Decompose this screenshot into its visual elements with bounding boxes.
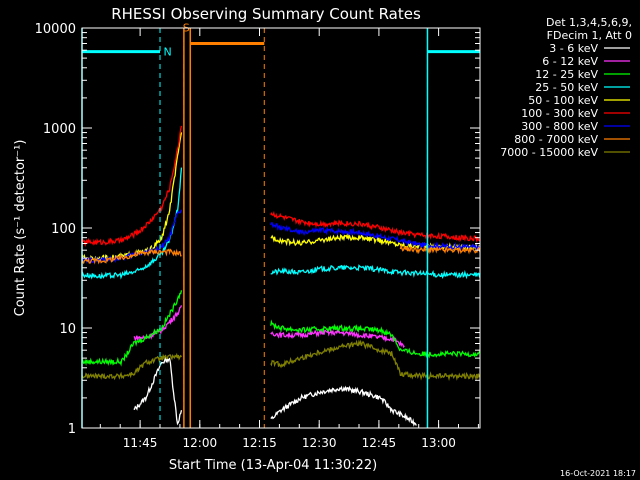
- y-tick-label-1: 1: [68, 422, 76, 437]
- x-tick-label-5: 12:45: [362, 436, 397, 450]
- series-line-3: [81, 290, 481, 367]
- x-tick-label-1: 11:45: [123, 436, 158, 450]
- series-line-4: [81, 167, 481, 280]
- y-tick-label-3: 100: [51, 222, 76, 237]
- axis-layer: 11:45 12:00 12:15 12:30 12:45 13:00 1 10 100 1000…: [35, 22, 480, 450]
- series-line-1: [133, 355, 417, 427]
- y-axis-label: Count Rate (s⁻¹ detector⁻¹): [13, 140, 28, 317]
- legend-label-8: 800 - 7000 keV: [514, 133, 598, 146]
- x-tick-label-4: 12:30: [302, 436, 337, 450]
- legend-label-1: 3 - 6 keV: [549, 42, 598, 55]
- legend-label-4: 25 - 50 keV: [535, 81, 598, 94]
- legend-header-line-1: Det 1,3,4,5,6,9,: [546, 16, 632, 29]
- y-tick-label-2: 10: [59, 322, 76, 337]
- chart-title: RHESSI Observing Summary Count Rates: [111, 5, 421, 23]
- legend-label-6: 100 - 300 keV: [521, 107, 598, 120]
- series-line-6: [81, 125, 481, 248]
- x-tick-label-2: 12:00: [183, 436, 218, 450]
- series-line-8: [81, 243, 481, 265]
- x-tick-label-6: 13:00: [421, 436, 456, 450]
- y-tick-label-4: 1000: [43, 122, 76, 137]
- legend-header-line-2: FDecim 1, Att 0: [547, 29, 632, 42]
- legend-label-5: 50 - 100 keV: [528, 94, 598, 107]
- legend-label-7: 300 - 800 keV: [521, 120, 598, 133]
- legend-label-2: 6 - 12 keV: [542, 55, 598, 68]
- y-tick-label-5: 10000: [35, 22, 76, 37]
- series-layer: [81, 125, 481, 427]
- x-tick-label-3: 12:15: [242, 436, 277, 450]
- x-axis-label: Start Time (13-Apr-04 11:30:22): [169, 458, 377, 473]
- series-line-9: [81, 339, 481, 382]
- legend-label-3: 12 - 25 keV: [535, 68, 598, 81]
- legend-label-9: 7000 - 15000 keV: [500, 146, 598, 159]
- marker-N-label: N: [163, 46, 171, 59]
- timestamp: 16-Oct-2021 18:17: [560, 469, 636, 478]
